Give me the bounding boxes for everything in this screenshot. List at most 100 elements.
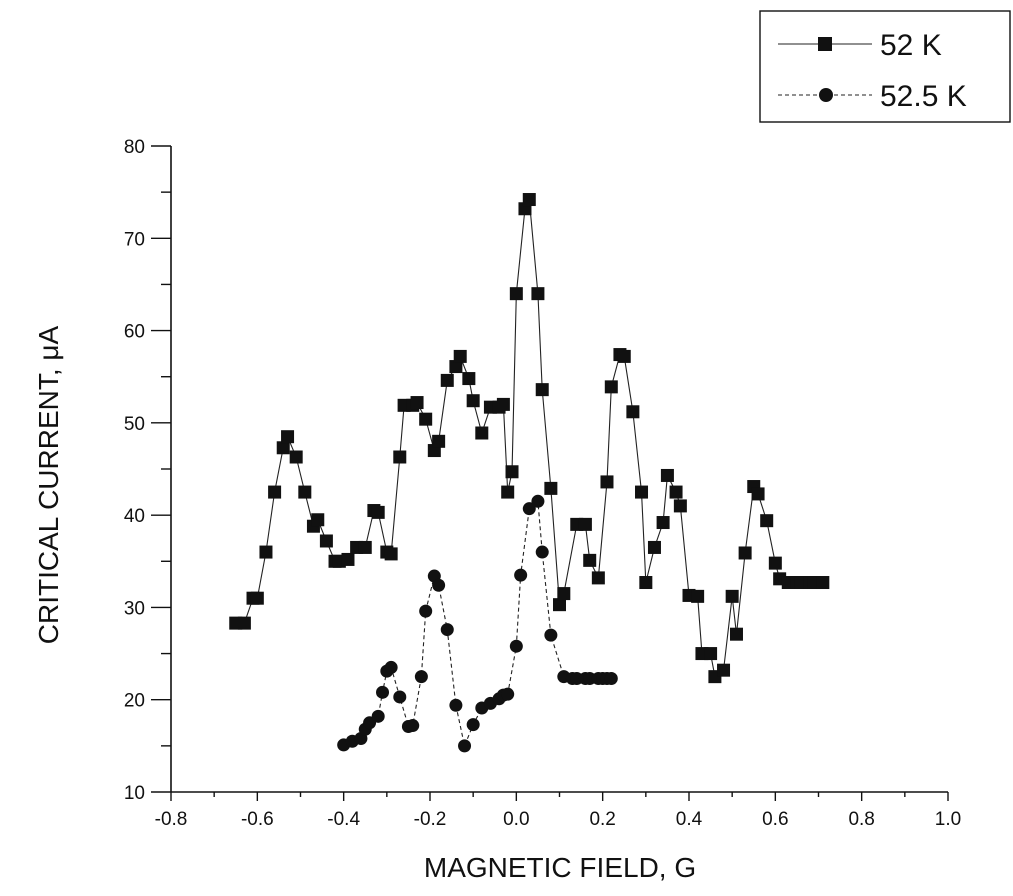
- data-point-52k: [509, 287, 523, 301]
- x-tick-label: 1.0: [935, 809, 961, 830]
- data-point-52k: [635, 485, 649, 499]
- data-point-52k: [531, 287, 545, 301]
- legend-label-52-5k: 52.5 K: [880, 80, 967, 113]
- x-tick-label: 0.0: [503, 809, 529, 830]
- legend-label-52k: 52 K: [880, 29, 942, 62]
- data-point-52k: [691, 589, 705, 603]
- y-tick-label: 40: [124, 506, 145, 527]
- data-point-52k: [535, 383, 549, 397]
- y-tick-label: 70: [124, 229, 145, 250]
- data-point-52k: [410, 396, 424, 410]
- data-point-52k: [626, 405, 640, 419]
- data-point-52k: [276, 441, 290, 455]
- data-point-52-5k: [376, 685, 390, 699]
- data-point-52-5k: [393, 690, 407, 704]
- data-point-52k: [717, 663, 731, 677]
- data-point-52-5k: [531, 494, 545, 508]
- data-point-52k: [419, 412, 433, 426]
- data-point-52k: [647, 540, 661, 554]
- data-point-52k: [600, 475, 614, 489]
- x-tick-label: 0.4: [676, 809, 703, 830]
- y-tick-label: 50: [124, 414, 145, 435]
- data-point-52-5k: [414, 670, 428, 684]
- data-point-52k: [432, 434, 446, 448]
- data-point-52k: [268, 485, 282, 499]
- x-tick-label: 0.8: [848, 809, 874, 830]
- data-point-52k: [578, 517, 592, 531]
- data-point-52k: [656, 516, 670, 530]
- x-tick-label: 0.6: [762, 809, 788, 830]
- data-point-52k: [617, 349, 631, 363]
- data-point-52k: [639, 576, 653, 590]
- data-point-52k: [553, 598, 566, 612]
- data-point-52k: [462, 372, 476, 386]
- y-tick-label: 60: [124, 322, 145, 343]
- x-axis-title: MAGNETIC FIELD, G: [424, 852, 696, 883]
- data-point-52k: [371, 505, 385, 519]
- data-point-52k: [289, 450, 303, 464]
- data-point-52k: [660, 468, 674, 482]
- data-point-52-5k: [535, 545, 549, 559]
- data-point-52k: [440, 373, 454, 387]
- data-point-52k: [250, 591, 264, 605]
- data-point-52-5k: [449, 698, 463, 712]
- data-point-52k: [281, 430, 295, 444]
- y-tick-label: 30: [124, 598, 145, 619]
- data-point-52k: [449, 360, 463, 374]
- data-point-52-5k: [466, 718, 480, 732]
- axes: -0.8 -0.6 -0.4 -0.2 0.0 0.2 0.4 0.6 0.8 1.0 10 20 30…: [124, 137, 961, 830]
- data-point-52k: [704, 647, 718, 661]
- data-point-52k: [760, 514, 774, 528]
- data-point-52k: [505, 465, 519, 479]
- data-point-52-5k: [432, 578, 446, 592]
- data-point-52k: [393, 450, 407, 464]
- y-tick-label: 80: [124, 137, 145, 158]
- series-52-5k: [337, 494, 618, 753]
- data-point-52k: [341, 552, 355, 566]
- data-point-52k: [358, 540, 372, 554]
- data-point-52k: [604, 380, 618, 394]
- data-point-52-5k: [604, 671, 618, 685]
- legend-marker-52k: [818, 37, 832, 51]
- data-point-52k: [544, 481, 558, 495]
- x-tick-label: -0.2: [414, 809, 447, 830]
- data-point-52k: [237, 616, 251, 630]
- data-point-52k: [725, 589, 739, 603]
- data-point-52k: [259, 545, 273, 559]
- x-tick-label: -0.6: [241, 809, 274, 830]
- data-point-52k: [453, 349, 467, 363]
- data-point-52-5k: [501, 687, 515, 701]
- data-point-52-5k: [522, 502, 536, 516]
- data-point-52k: [311, 513, 325, 527]
- data-point-52-5k: [509, 639, 523, 653]
- legend-box: [759, 10, 1011, 123]
- y-tick-label: 20: [124, 691, 145, 712]
- x-tick-label: -0.4: [327, 809, 360, 830]
- x-tick-label: -0.8: [155, 809, 188, 830]
- data-point-52k: [768, 556, 782, 570]
- data-point-52k: [384, 547, 398, 561]
- data-point-52-5k: [406, 719, 420, 733]
- data-point-52k: [583, 553, 597, 567]
- data-point-52k: [298, 485, 312, 499]
- y-tick-label: 10: [124, 783, 145, 804]
- series-52k: [229, 193, 830, 684]
- data-point-52k: [557, 587, 571, 601]
- data-point-52-5k: [384, 660, 398, 674]
- data-point-52k: [729, 627, 743, 641]
- data-point-52k: [496, 397, 510, 411]
- data-point-52k: [319, 534, 333, 548]
- x-tick-label: 0.2: [589, 809, 615, 830]
- data-point-52k: [522, 193, 536, 207]
- data-point-52k: [591, 571, 605, 585]
- legend-marker-52-5k: [819, 88, 833, 102]
- data-point-52k: [816, 576, 830, 590]
- data-point-52-5k: [371, 709, 385, 723]
- data-point-52-5k: [514, 568, 528, 582]
- data-point-52k: [669, 485, 683, 499]
- data-point-52k: [738, 546, 752, 560]
- data-point-52k: [673, 499, 687, 513]
- series-line-52k: [235, 197, 823, 678]
- data-point-52-5k: [458, 739, 472, 753]
